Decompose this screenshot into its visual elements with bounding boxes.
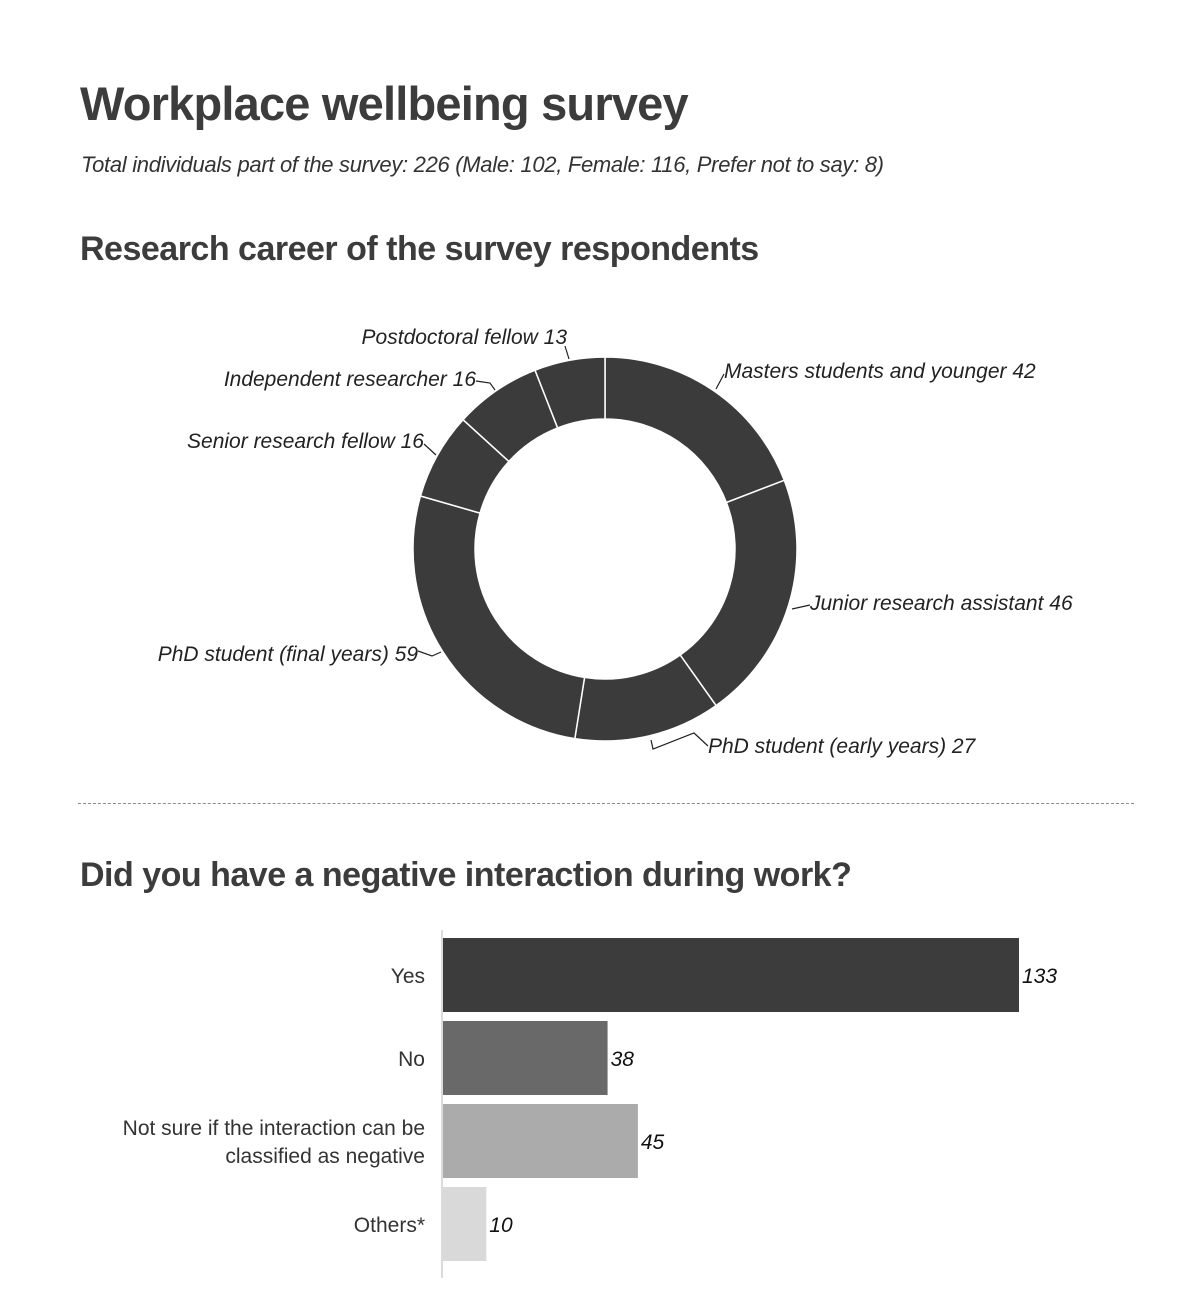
leader-line [650,732,709,750]
bar-category-label: Yes [391,965,425,988]
donut-label: PhD student (early years) 27 [708,735,977,758]
leader-line [715,373,725,390]
donut-segment [412,495,586,740]
bar-value-label: 38 [611,1048,635,1071]
bar-category-label: No [398,1048,425,1071]
page-title: Workplace wellbeing survey [80,77,689,130]
donut-chart: Masters students and younger 42 Junior re… [158,326,1073,758]
bar [443,938,1019,1012]
donut-chart-title: Research career of the survey respondent… [80,230,759,268]
donut-label: Masters students and younger 42 [724,360,1036,383]
donut-segment [534,356,606,429]
leader-line [423,443,437,456]
leader-line [791,604,811,610]
donut-label: Senior research fellow 16 [187,430,424,453]
leader-line [475,380,496,391]
bar [443,1187,487,1261]
bar-category-label: Not sure if the interaction can be classi… [123,1117,425,1168]
bar-value-label: 45 [641,1131,665,1154]
bar-value-label: 133 [1022,965,1057,988]
bar-value-label: 10 [489,1214,513,1237]
bar [443,1021,608,1095]
survey-subtitle: Total individuals part of the survey: 22… [81,152,884,177]
donut-label: Postdoctoral fellow 13 [362,326,568,349]
leader-line [564,345,570,360]
donut-label: Independent researcher 16 [224,368,477,391]
bar-category-label: Others* [354,1214,425,1237]
donut-label: Junior research assistant 46 [809,592,1073,615]
section-divider [78,803,1134,804]
leader-line [417,650,442,657]
bar [443,1104,638,1178]
bar-chart-title: Did you have a negative interaction duri… [80,856,852,894]
donut-label: PhD student (final years) 59 [158,643,419,666]
